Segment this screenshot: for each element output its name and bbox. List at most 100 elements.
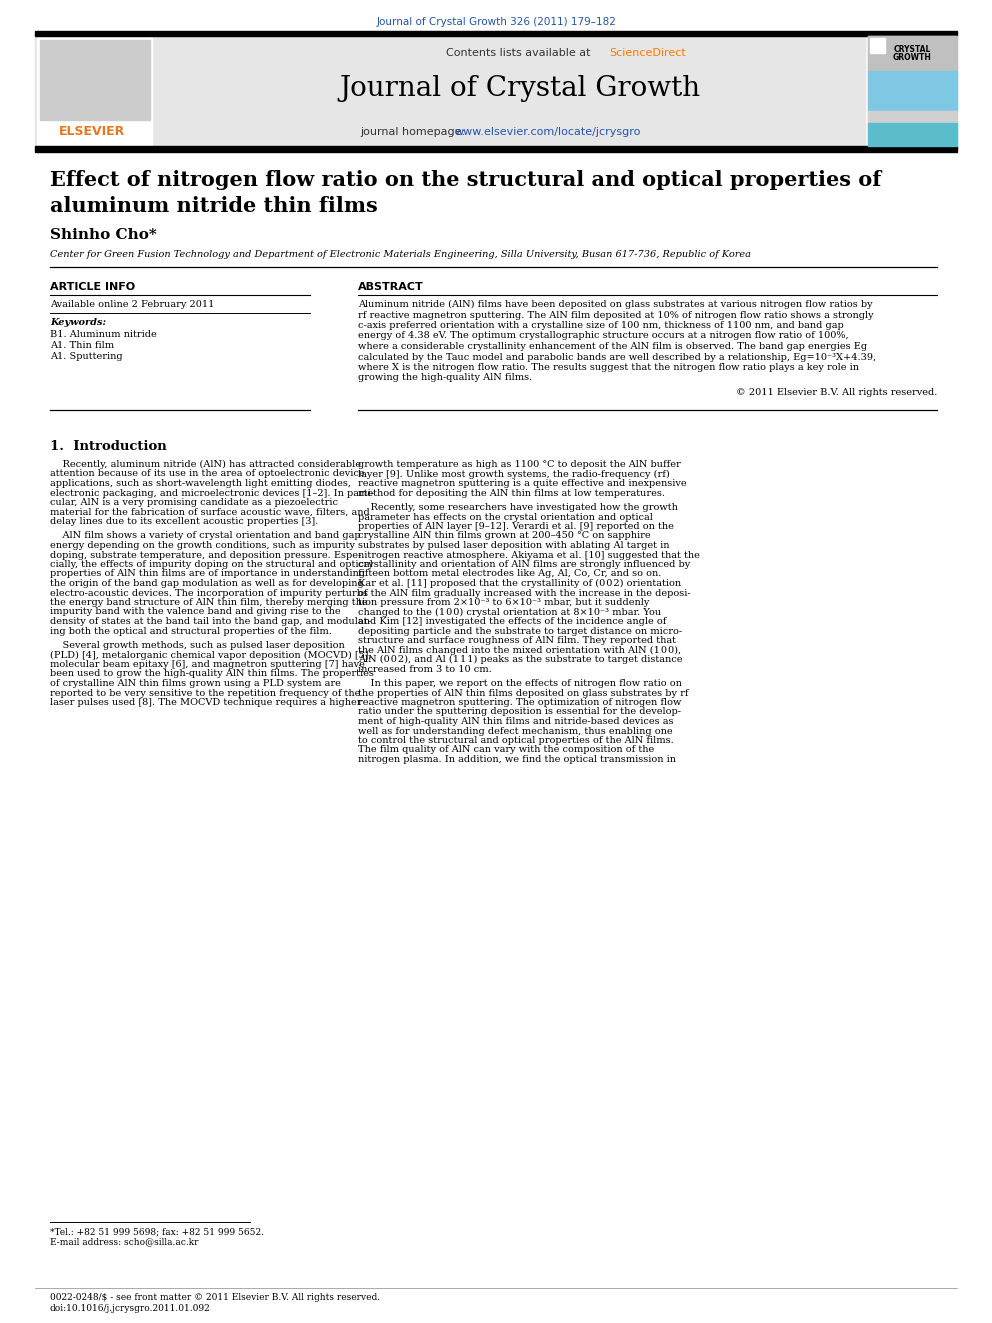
Text: changed to the (1 0 0) crystal orientation at 8×10⁻³ mbar. You: changed to the (1 0 0) crystal orientati… <box>358 607 661 617</box>
Text: growing the high-quality AlN films.: growing the high-quality AlN films. <box>358 373 533 382</box>
Text: ELSEVIER: ELSEVIER <box>59 124 125 138</box>
Text: of the AlN film gradually increased with the increase in the deposi-: of the AlN film gradually increased with… <box>358 589 690 598</box>
Text: where a considerable crystallinity enhancement of the AlN film is observed. The : where a considerable crystallinity enhan… <box>358 343 867 351</box>
Text: Several growth methods, such as pulsed laser deposition: Several growth methods, such as pulsed l… <box>50 642 345 650</box>
Text: the AlN films changed into the mixed orientation with AlN (1 0 0),: the AlN films changed into the mixed ori… <box>358 646 682 655</box>
Text: the origin of the band gap modulation as well as for developing: the origin of the band gap modulation as… <box>50 579 364 587</box>
Text: layer [9]. Unlike most growth systems, the radio-frequency (rf): layer [9]. Unlike most growth systems, t… <box>358 470 670 479</box>
Text: material for the fabrication of surface acoustic wave, filters, and: material for the fabrication of surface … <box>50 508 370 516</box>
Text: The film quality of AlN can vary with the composition of the: The film quality of AlN can vary with th… <box>358 745 655 754</box>
Text: © 2011 Elsevier B.V. All rights reserved.: © 2011 Elsevier B.V. All rights reserved… <box>736 388 937 397</box>
Text: attention because of its use in the area of optoelectronic device: attention because of its use in the area… <box>50 470 365 479</box>
Bar <box>868 111 957 123</box>
Text: Center for Green Fusion Technology and Department of Electronic Materials Engine: Center for Green Fusion Technology and D… <box>50 250 751 259</box>
Text: method for depositing the AlN thin films at low temperatures.: method for depositing the AlN thin films… <box>358 488 665 497</box>
Text: cially, the effects of impurity doping on the structural and optical: cially, the effects of impurity doping o… <box>50 560 373 569</box>
Text: (PLD) [4], metalorganic chemical vapor deposition (MOCVD) [5],: (PLD) [4], metalorganic chemical vapor d… <box>50 651 372 660</box>
Text: nitrogen reactive atmosphere. Akiyama et al. [10] suggested that the: nitrogen reactive atmosphere. Akiyama et… <box>358 550 700 560</box>
Text: www.elsevier.com/locate/jcrysgro: www.elsevier.com/locate/jcrysgro <box>455 127 642 138</box>
Text: ScienceDirect: ScienceDirect <box>609 48 685 58</box>
Text: energy of 4.38 eV. The optimum crystallographic structure occurs at a nitrogen f: energy of 4.38 eV. The optimum crystallo… <box>358 332 848 340</box>
Text: GROWTH: GROWTH <box>893 53 931 62</box>
Text: Kar et al. [11] proposed that the crystallinity of (0 0 2) orientation: Kar et al. [11] proposed that the crysta… <box>358 579 682 589</box>
Bar <box>868 36 957 146</box>
Bar <box>868 123 957 146</box>
Text: rf reactive magnetron sputtering. The AlN film deposited at 10% of nitrogen flow: rf reactive magnetron sputtering. The Al… <box>358 311 874 319</box>
Text: well as for understanding defect mechanism, thus enabling one: well as for understanding defect mechani… <box>358 726 673 736</box>
Text: tion pressure from 2×10⁻³ to 6×10⁻³ mbar, but it suddenly: tion pressure from 2×10⁻³ to 6×10⁻³ mbar… <box>358 598 650 607</box>
Bar <box>868 36 957 71</box>
Text: to control the structural and optical properties of the AlN films.: to control the structural and optical pr… <box>358 736 674 745</box>
Text: ARTICLE INFO: ARTICLE INFO <box>50 282 135 292</box>
Text: electro-acoustic devices. The incorporation of impurity perturbs: electro-acoustic devices. The incorporat… <box>50 589 368 598</box>
Text: Contents lists available at: Contents lists available at <box>446 48 594 58</box>
Bar <box>868 71 957 111</box>
Text: B1. Aluminum nitride: B1. Aluminum nitride <box>50 329 157 339</box>
Text: density of states at the band tail into the band gap, and modulat-: density of states at the band tail into … <box>50 617 371 626</box>
Text: Available online 2 February 2011: Available online 2 February 2011 <box>50 300 214 310</box>
Text: Keywords:: Keywords: <box>50 318 106 327</box>
Text: and Kim [12] investigated the effects of the incidence angle of: and Kim [12] investigated the effects of… <box>358 617 667 626</box>
Text: reported to be very sensitive to the repetition frequency of the: reported to be very sensitive to the rep… <box>50 688 360 697</box>
Text: growth temperature as high as 1100 °C to deposit the AlN buffer: growth temperature as high as 1100 °C to… <box>358 460 681 468</box>
Text: AlN (0 0 2), and Al (1 1 1) peaks as the substrate to target distance: AlN (0 0 2), and Al (1 1 1) peaks as the… <box>358 655 682 664</box>
Text: Journal of Crystal Growth 326 (2011) 179–182: Journal of Crystal Growth 326 (2011) 179… <box>376 17 616 26</box>
Text: reactive magnetron sputtering. The optimization of nitrogen flow: reactive magnetron sputtering. The optim… <box>358 699 682 706</box>
Text: journal homepage:: journal homepage: <box>360 127 468 138</box>
Text: Recently, some researchers have investigated how the growth: Recently, some researchers have investig… <box>358 503 678 512</box>
Text: substrates by pulsed laser deposition with ablating Al target in: substrates by pulsed laser deposition wi… <box>358 541 670 550</box>
Text: impurity band with the valence band and giving rise to the: impurity band with the valence band and … <box>50 607 340 617</box>
Text: where X is the nitrogen flow ratio. The results suggest that the nitrogen flow r: where X is the nitrogen flow ratio. The … <box>358 363 859 372</box>
Text: c-axis preferred orientation with a crystalline size of 100 nm, thickness of 110: c-axis preferred orientation with a crys… <box>358 321 844 329</box>
Bar <box>155 36 865 146</box>
Text: *Tel.: +82 51 999 5698; fax: +82 51 999 5652.: *Tel.: +82 51 999 5698; fax: +82 51 999 … <box>50 1226 264 1236</box>
Text: of crystalline AlN thin films grown using a PLD system are: of crystalline AlN thin films grown usin… <box>50 679 341 688</box>
Text: molecular beam epitaxy [6], and magnetron sputtering [7] have: molecular beam epitaxy [6], and magnetro… <box>50 660 365 669</box>
Text: doi:10.1016/j.jcrysgro.2011.01.092: doi:10.1016/j.jcrysgro.2011.01.092 <box>50 1304 210 1312</box>
Text: Effect of nitrogen flow ratio on the structural and optical properties of: Effect of nitrogen flow ratio on the str… <box>50 169 881 191</box>
Text: increased from 3 to 10 cm.: increased from 3 to 10 cm. <box>358 664 492 673</box>
Bar <box>40 40 150 120</box>
Text: 0022-0248/$ - see front matter © 2011 Elsevier B.V. All rights reserved.: 0022-0248/$ - see front matter © 2011 El… <box>50 1293 380 1302</box>
Text: Journal of Crystal Growth: Journal of Crystal Growth <box>339 75 700 102</box>
Text: A1. Sputtering: A1. Sputtering <box>50 352 123 361</box>
Text: Shinho Cho*: Shinho Cho* <box>50 228 157 242</box>
Bar <box>35 36 865 146</box>
Bar <box>35 146 957 152</box>
Text: depositing particle and the substrate to target distance on micro-: depositing particle and the substrate to… <box>358 627 682 635</box>
Text: properties of AlN thin films are of importance in understanding: properties of AlN thin films are of impo… <box>50 569 365 578</box>
Text: electronic packaging, and microelectronic devices [1–2]. In parti-: electronic packaging, and microelectroni… <box>50 488 374 497</box>
Text: ment of high-quality AlN thin films and nitride-based devices as: ment of high-quality AlN thin films and … <box>358 717 674 726</box>
Text: fifteen bottom metal electrodes like Ag, Al, Co, Cr, and so on.: fifteen bottom metal electrodes like Ag,… <box>358 569 662 578</box>
Text: the properties of AlN thin films deposited on glass substrates by rf: the properties of AlN thin films deposit… <box>358 688 688 697</box>
Text: E-mail address: scho@silla.ac.kr: E-mail address: scho@silla.ac.kr <box>50 1237 198 1246</box>
Text: ratio under the sputtering deposition is essential for the develop-: ratio under the sputtering deposition is… <box>358 708 681 717</box>
Text: 1.  Introduction: 1. Introduction <box>50 441 167 452</box>
Text: A1. Thin film: A1. Thin film <box>50 341 114 351</box>
Text: cular, AlN is a very promising candidate as a piezoelectric: cular, AlN is a very promising candidate… <box>50 497 338 507</box>
Text: the energy band structure of AlN thin film, thereby merging the: the energy band structure of AlN thin fi… <box>50 598 368 607</box>
Text: In this paper, we report on the effects of nitrogen flow ratio on: In this paper, we report on the effects … <box>358 679 682 688</box>
Bar <box>35 30 957 36</box>
Text: crystallinity and orientation of AlN films are strongly influenced by: crystallinity and orientation of AlN fil… <box>358 560 690 569</box>
Text: calculated by the Tauc model and parabolic bands are well described by a relatio: calculated by the Tauc model and parabol… <box>358 352 876 361</box>
Text: energy depending on the growth conditions, such as impurity: energy depending on the growth condition… <box>50 541 355 550</box>
Bar <box>870 38 885 53</box>
Text: delay lines due to its excellent acoustic properties [3].: delay lines due to its excellent acousti… <box>50 517 318 527</box>
Text: CRYSTAL: CRYSTAL <box>894 45 930 54</box>
Text: properties of AlN layer [9–12]. Verardi et al. [9] reported on the: properties of AlN layer [9–12]. Verardi … <box>358 523 674 531</box>
Text: Aluminum nitride (AlN) films have been deposited on glass substrates at various : Aluminum nitride (AlN) films have been d… <box>358 300 873 310</box>
Text: AlN film shows a variety of crystal orientation and band gap: AlN film shows a variety of crystal orie… <box>50 532 361 541</box>
Bar <box>37 38 152 146</box>
Text: ABSTRACT: ABSTRACT <box>358 282 424 292</box>
Text: reactive magnetron sputtering is a quite effective and inexpensive: reactive magnetron sputtering is a quite… <box>358 479 686 488</box>
Text: laser pulses used [8]. The MOCVD technique requires a higher: laser pulses used [8]. The MOCVD techniq… <box>50 699 361 706</box>
Text: ing both the optical and structural properties of the film.: ing both the optical and structural prop… <box>50 627 332 635</box>
Text: structure and surface roughness of AlN film. They reported that: structure and surface roughness of AlN f… <box>358 636 676 646</box>
Text: doping, substrate temperature, and deposition pressure. Espe-: doping, substrate temperature, and depos… <box>50 550 361 560</box>
Text: been used to grow the high-quality AlN thin films. The properties: been used to grow the high-quality AlN t… <box>50 669 374 679</box>
Text: parameter has effects on the crystal orientation and optical: parameter has effects on the crystal ori… <box>358 512 653 521</box>
Text: applications, such as short-wavelength light emitting diodes,: applications, such as short-wavelength l… <box>50 479 351 488</box>
Text: nitrogen plasma. In addition, we find the optical transmission in: nitrogen plasma. In addition, we find th… <box>358 755 676 763</box>
Text: Recently, aluminum nitride (AlN) has attracted considerable: Recently, aluminum nitride (AlN) has att… <box>50 460 361 470</box>
